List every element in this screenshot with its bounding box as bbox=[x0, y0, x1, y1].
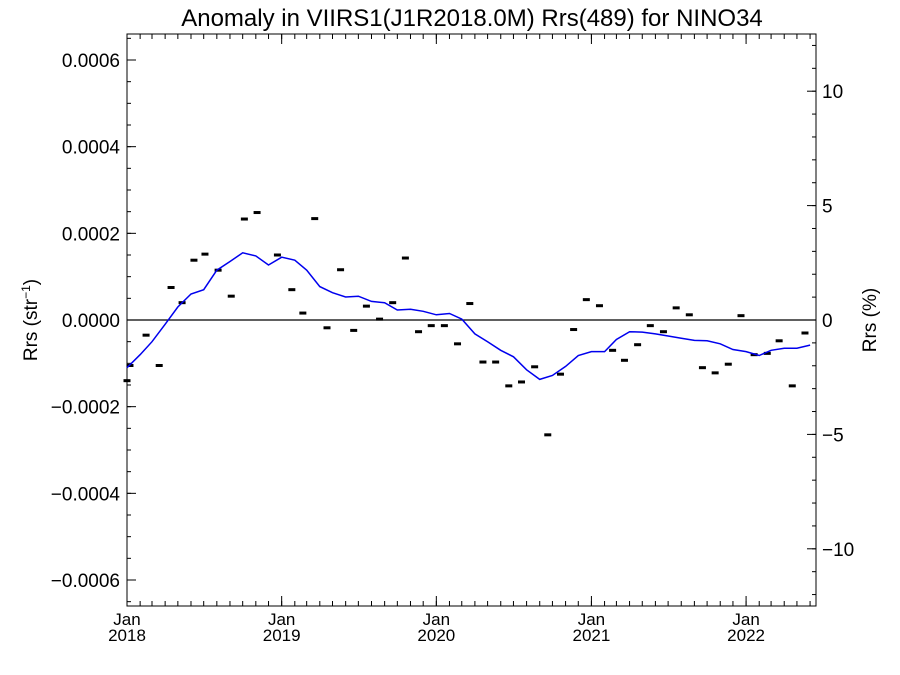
y-left-tick-label: 0.0006 bbox=[62, 51, 120, 72]
y-right-tick-label: 10 bbox=[822, 82, 843, 103]
tick-layer: 0.0006 0.0004 0.0002 0.0000 −0.0002 −0.0004 −0… bbox=[51, 34, 854, 645]
x-tick-year-label: 2021 bbox=[573, 626, 611, 645]
monthly-anomaly-marker bbox=[595, 304, 603, 308]
chart-title: Anomaly in VIIRS1(J1R2018.0M) Rrs(489) f… bbox=[181, 5, 763, 32]
x-tick-year-label: 2022 bbox=[727, 626, 765, 645]
monthly-anomaly-marker bbox=[505, 384, 513, 388]
x-tick-month-label: Jan bbox=[268, 610, 295, 629]
monthly-anomaly-marker bbox=[646, 324, 654, 328]
monthly-anomaly-marker bbox=[634, 343, 642, 347]
monthly-anomaly-marker bbox=[240, 217, 248, 221]
y-axis-left-label-text: Rrs (str bbox=[21, 298, 42, 361]
monthly-anomaly-marker bbox=[253, 211, 261, 215]
y-right-tick-label: 5 bbox=[822, 197, 833, 218]
monthly-anomaly-marker bbox=[737, 314, 745, 318]
x-tick-month-label: Jan bbox=[113, 610, 140, 629]
monthly-anomaly-marker bbox=[167, 286, 175, 289]
monthly-anomaly-marker bbox=[142, 333, 150, 337]
monthly-anomaly-marker bbox=[801, 331, 809, 335]
monthly-anomaly-marker bbox=[415, 330, 423, 334]
monthly-anomaly-marker bbox=[190, 258, 198, 262]
running-mean-line bbox=[126, 251, 811, 381]
y-left-tick-label: −0.0002 bbox=[51, 398, 120, 419]
y-right-tick-label: −5 bbox=[822, 425, 844, 446]
monthly-anomaly-marker bbox=[724, 362, 732, 366]
y-left-tick-label: 0.0002 bbox=[62, 224, 120, 245]
monthly-anomaly-marker bbox=[609, 348, 617, 352]
monthly-anomaly-marker bbox=[556, 372, 564, 376]
monthly-anomaly-marker bbox=[155, 364, 163, 367]
monthly-anomaly-marker bbox=[389, 301, 397, 305]
monthly-anomaly-marker bbox=[201, 252, 209, 256]
monthly-anomaly-marker bbox=[311, 217, 319, 221]
monthly-anomaly-marker bbox=[337, 268, 345, 272]
x-tick-year-label: 2020 bbox=[417, 626, 455, 645]
monthly-anomaly-marker bbox=[531, 365, 539, 369]
monthly-anomaly-marker bbox=[711, 371, 719, 375]
y-left-tick-label: −0.0004 bbox=[51, 484, 121, 505]
y-left-tick-label: 0.0004 bbox=[62, 138, 121, 159]
monthly-anomaly-marker bbox=[362, 304, 370, 308]
monthly-anomaly-marker bbox=[492, 360, 500, 364]
monthly-anomaly-marker bbox=[620, 358, 628, 362]
y-axis-left-label: Rrs (str−1) bbox=[19, 279, 42, 361]
series-layer bbox=[123, 211, 811, 437]
y-axis-left-label-sup: −1 bbox=[19, 285, 33, 299]
y-axis-left-label-close: ) bbox=[21, 279, 42, 285]
y-axis-right-label: Rrs (%) bbox=[860, 288, 881, 352]
y-left-tick-label: 0.0000 bbox=[62, 311, 120, 332]
monthly-anomaly-marker bbox=[273, 253, 281, 257]
monthly-anomaly-marker bbox=[659, 330, 667, 334]
x-tick-year-label: 2018 bbox=[108, 626, 146, 645]
monthly-anomaly-marker bbox=[518, 380, 526, 384]
monthly-anomaly-marker bbox=[123, 379, 131, 383]
monthly-anomaly-marker bbox=[479, 360, 487, 364]
y-left-tick-label: −0.0006 bbox=[51, 571, 120, 592]
monthly-anomaly-marker bbox=[440, 324, 448, 328]
monthly-anomaly-marker bbox=[227, 294, 235, 298]
monthly-anomaly-marker bbox=[698, 366, 706, 370]
monthly-anomaly-marker bbox=[350, 328, 358, 332]
x-tick-month-label: Jan bbox=[578, 610, 605, 629]
monthly-anomaly-marker bbox=[466, 302, 474, 306]
monthly-anomaly-marker bbox=[288, 288, 296, 292]
monthly-anomaly-marker bbox=[788, 384, 796, 388]
monthly-anomaly-marker bbox=[299, 311, 307, 315]
monthly-anomaly-marker bbox=[454, 342, 462, 346]
x-tick-year-label: 2019 bbox=[263, 626, 301, 645]
monthly-anomaly-marker bbox=[376, 317, 384, 321]
monthly-anomaly-marker bbox=[685, 313, 693, 317]
monthly-anomaly-marker bbox=[775, 339, 783, 343]
monthly-anomaly-marker bbox=[427, 324, 435, 328]
monthly-anomaly-marker bbox=[582, 298, 590, 302]
y-right-tick-label: 0 bbox=[822, 311, 833, 332]
monthly-anomaly-marker bbox=[672, 306, 680, 310]
x-tick-month-label: Jan bbox=[423, 610, 450, 629]
y-right-tick-label: −10 bbox=[822, 540, 854, 561]
monthly-anomaly-marker bbox=[570, 328, 578, 332]
monthly-anomaly-marker bbox=[544, 433, 552, 437]
monthly-anomaly-marker bbox=[401, 256, 409, 260]
monthly-anomaly-marker bbox=[323, 326, 331, 330]
monthly-anomaly-marker bbox=[763, 351, 771, 355]
x-tick-month-label: Jan bbox=[732, 610, 759, 629]
